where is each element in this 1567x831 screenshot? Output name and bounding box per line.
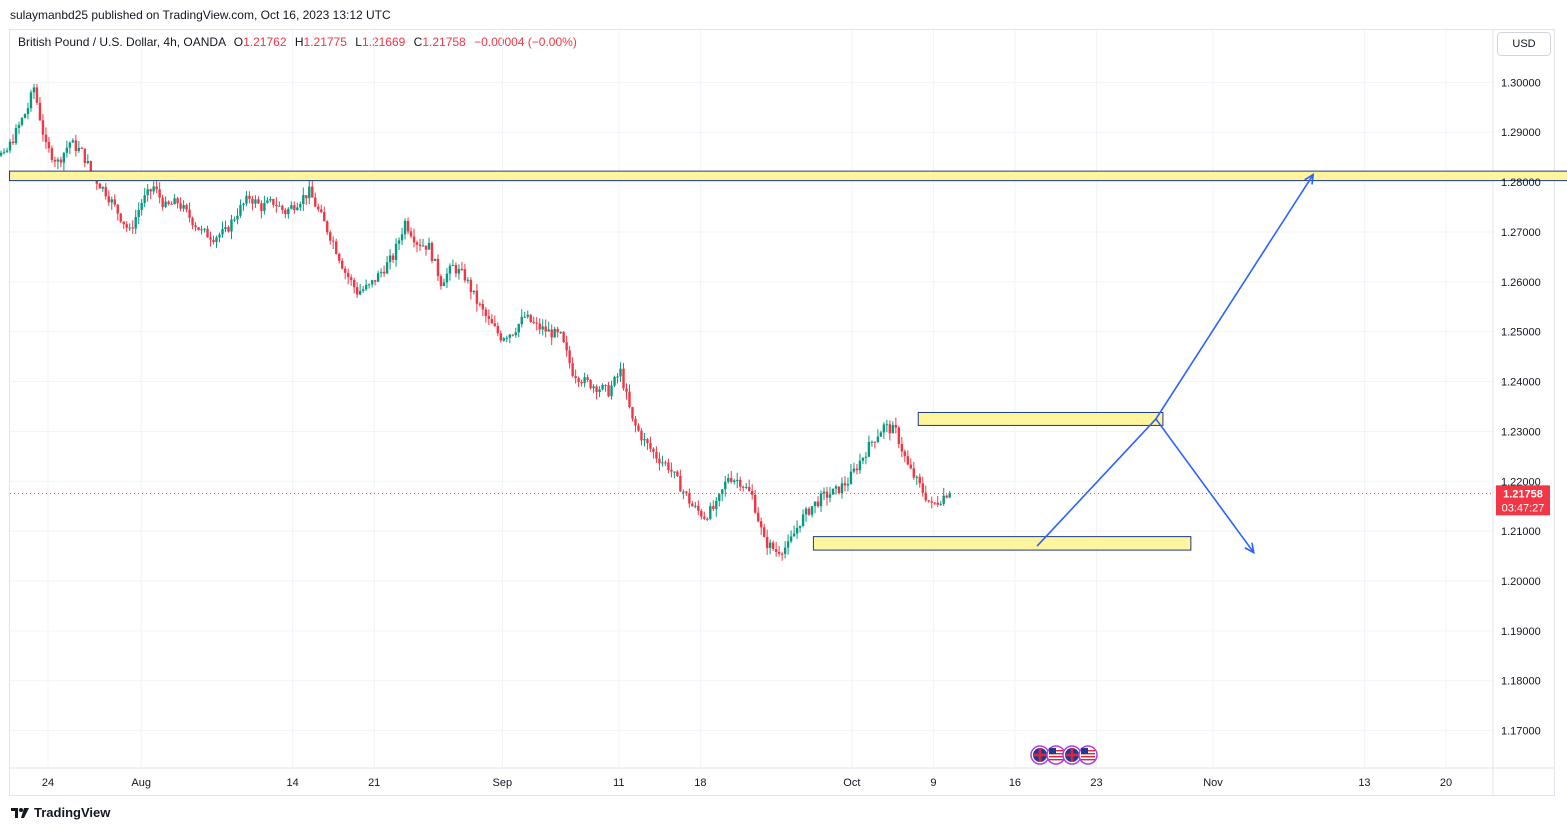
open-label: O xyxy=(233,35,244,49)
candle-body xyxy=(5,150,9,152)
low-label: L xyxy=(355,35,362,49)
publisher-line: sulaymanbd25 published on TradingView.co… xyxy=(10,8,391,22)
tradingview-brand-label: TradingView xyxy=(34,805,111,820)
tradingview-logo-icon xyxy=(11,807,29,818)
open-value: 1.21762 xyxy=(243,35,287,49)
change-value: −0.00004 (−0.00%) xyxy=(474,35,577,49)
chart-frame xyxy=(9,29,1555,796)
close-value: 1.21758 xyxy=(422,35,466,49)
low-value: 1.21669 xyxy=(361,35,406,49)
high-label: H xyxy=(294,35,304,49)
candle-body xyxy=(0,152,3,156)
close-label: C xyxy=(413,35,423,49)
candle-body xyxy=(2,151,6,153)
symbol-name[interactable]: British Pound / U.S. Dollar, 4h, OANDA xyxy=(18,35,226,49)
symbol-legend: British Pound / U.S. Dollar, 4h, OANDA O… xyxy=(18,35,577,49)
footer-brand[interactable]: TradingView xyxy=(10,805,110,820)
high-value: 1.21775 xyxy=(303,35,347,49)
currency-button[interactable]: USD xyxy=(1497,32,1551,56)
